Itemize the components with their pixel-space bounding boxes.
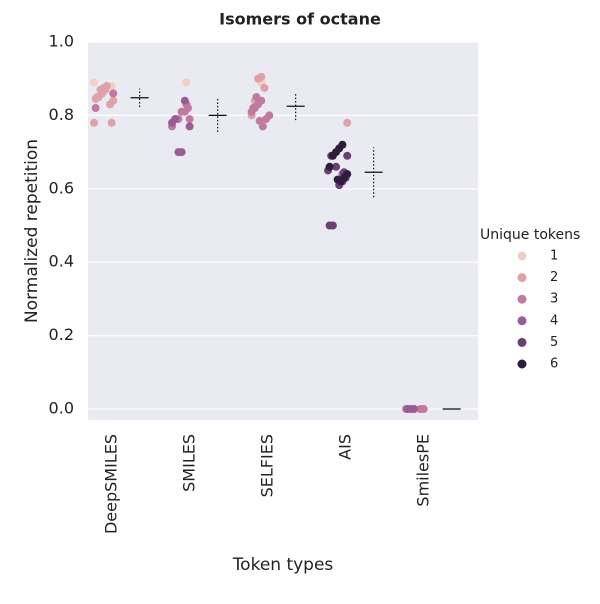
strip-point [403,404,412,413]
legend-marker [517,294,527,304]
strip-point [106,100,115,109]
legend-label: 4 [550,313,558,328]
strip-point [93,93,102,102]
strip-point [249,104,258,113]
legend-label: 1 [550,249,558,264]
y-tick-label: 0.2 [49,325,74,344]
strip-point [174,148,183,157]
strip-point [333,175,342,184]
legend-marker [517,337,527,347]
legend-marker [517,273,527,283]
legend-marker [517,251,527,261]
strip-point [325,221,334,230]
x-tick-label: SmilesPE [414,434,433,507]
strip-point [182,78,191,87]
x-tick-label: SMILES [180,434,199,492]
plot-area [88,42,478,420]
y-tick-label: 0.6 [49,178,74,197]
x-tick-label: SELFIES [258,434,277,497]
x-tick-label: DeepSMILES [102,434,121,534]
chart-title: Isomers of octane [219,10,381,29]
strip-point [180,96,189,105]
strip-point [325,162,334,171]
y-tick-label: 0.8 [49,105,74,124]
strip-point [328,151,337,160]
legend-label: 5 [550,335,558,350]
strip-point [185,122,194,131]
strip-point [90,118,99,127]
strip-point [96,85,105,94]
strip-point [90,78,99,87]
x-axis-label: Token types [232,555,334,575]
strip-point [255,116,264,125]
strip-point [177,107,186,116]
strip-point [343,151,352,160]
strip-point [416,404,425,413]
legend-title: Unique tokens [480,227,580,243]
y-tick-label: 0.4 [49,252,74,271]
strip-point [254,74,263,83]
legend-label: 2 [550,270,558,285]
strip-point [185,115,194,124]
legend-marker [517,359,527,369]
strip-point [168,118,177,127]
strip-point [91,104,100,113]
strip-point [252,93,261,102]
strip-point [260,83,269,92]
y-axis-label: Normalized repetition [22,139,42,323]
strip-point [109,89,118,98]
legend-label: 6 [550,357,558,372]
legend-marker [517,316,527,326]
strip-point [332,162,341,171]
strip-point [107,118,116,127]
x-tick-label: AIS [336,434,355,460]
y-tick-label: 1.0 [49,32,74,51]
legend-label: 3 [550,292,558,307]
strip-point [262,115,271,124]
strip-point [343,118,352,127]
y-tick-label: 0.0 [49,398,74,417]
